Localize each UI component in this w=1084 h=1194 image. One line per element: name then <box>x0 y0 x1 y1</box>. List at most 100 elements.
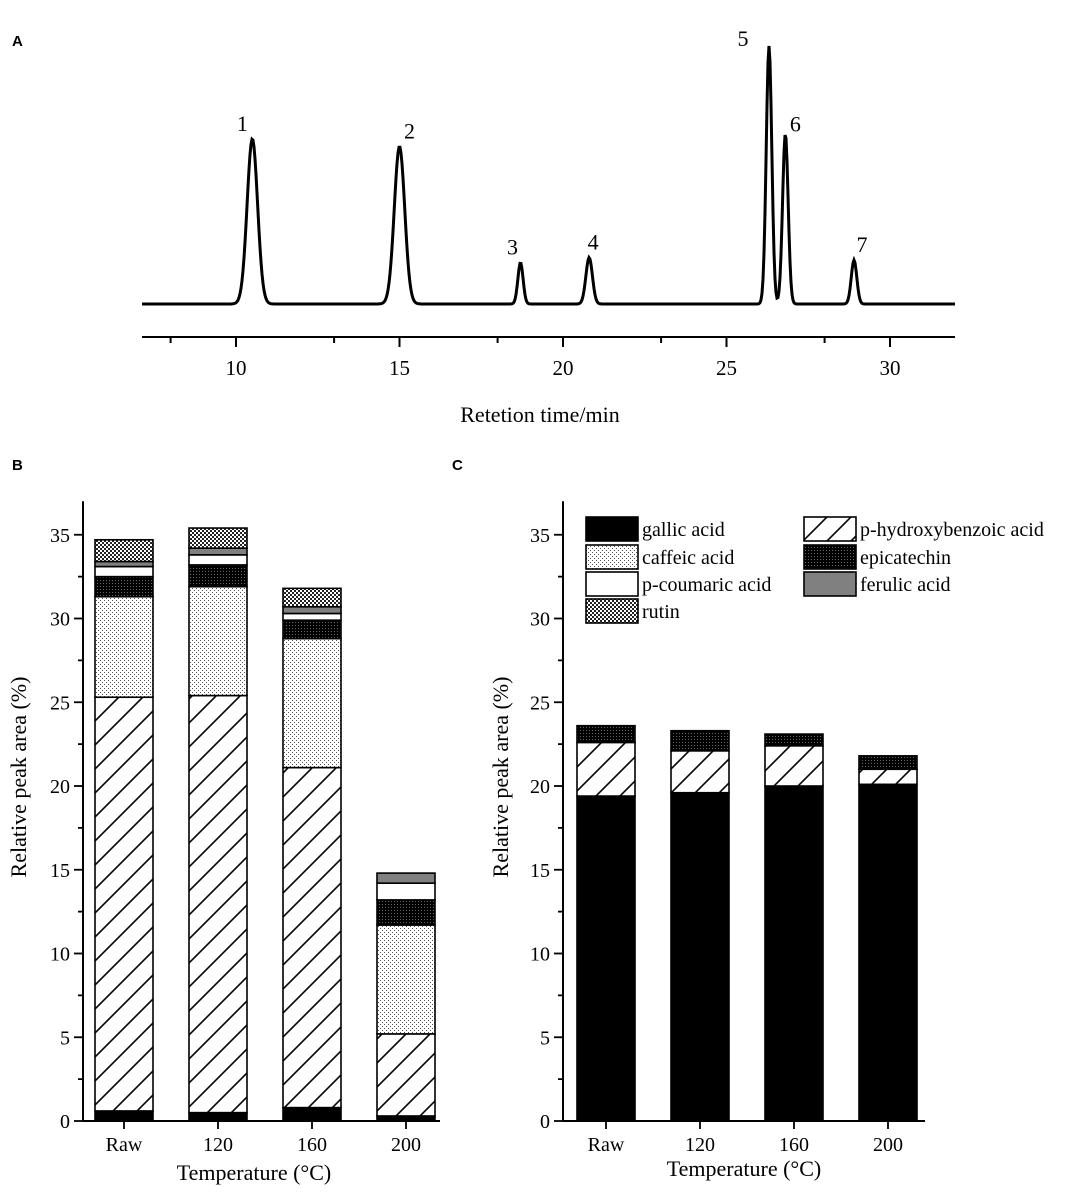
chart-c-x-tick-label: 120 <box>685 1134 715 1156</box>
chart-b-bar-ferulic <box>376 872 436 884</box>
chart-c-bar-hydroxybenzoic <box>576 741 636 797</box>
chart-b-y-tick-label: 35 <box>50 525 70 547</box>
chart-b-y-tick-label: 10 <box>50 944 70 966</box>
chart-b-bar-rutin <box>282 587 342 608</box>
chart-c-y-tick-label: 0 <box>540 1111 550 1133</box>
chart-c-bar-gallic <box>576 795 636 1122</box>
chart-c-y-tick-label: 15 <box>530 860 550 882</box>
chart-b-bar-caffeic <box>282 637 342 769</box>
chart-b-y-tick-label: 20 <box>50 776 70 798</box>
chart-b-bar-coumaric <box>188 554 248 566</box>
chart-b-x-tick-label: Raw <box>106 1134 143 1156</box>
chart-b-bar-rutin <box>188 527 248 549</box>
chart-b-bar-caffeic <box>188 585 248 697</box>
chart-b-bar-gallic <box>188 1111 248 1122</box>
chart-c-bar-epicatechin <box>576 724 636 744</box>
chart-c-bar-gallic <box>670 791 730 1122</box>
chart-c-bar-gallic <box>858 783 918 1122</box>
chart-c-bar-hydroxybenzoic <box>858 768 918 786</box>
peak-label-6: 6 <box>790 112 801 137</box>
chart-b-x-tick-label: 120 <box>203 1134 233 1156</box>
legend-label-caffeic: caffeic acid <box>642 547 734 569</box>
chart-c-y-tick-label: 30 <box>530 609 550 631</box>
panel-letter-b: B <box>12 457 23 474</box>
legend-label-coumaric: p-coumaric acid <box>642 574 771 596</box>
legend-label-epicatechin: epicatechin <box>860 547 951 569</box>
chart-c-y-tick-label: 35 <box>530 525 550 547</box>
chart-b-bar-coumaric <box>282 612 342 621</box>
chart-b-y-tick-label: 0 <box>60 1111 70 1133</box>
chromatogram-trace <box>142 45 955 306</box>
chart-b-bar-epicatechin <box>282 619 342 640</box>
chart-b-bar-caffeic <box>376 924 436 1035</box>
legend-label-hydroxybenzoic: p-hydroxybenzoic acid <box>860 519 1044 541</box>
chart-c-x-tick-label: 200 <box>873 1134 903 1156</box>
chart-b-bar-caffeic <box>94 595 154 699</box>
chart-b-bar-hydroxybenzoic <box>282 766 342 1109</box>
chart-c-bar-epicatechin <box>764 733 824 747</box>
legend-label-rutin: rutin <box>642 601 680 623</box>
chromatogram-panel: 10 15 20 25 30 1 2 3 4 5 6 7 Retetion time/min <box>142 26 955 427</box>
peak-label-3: 3 <box>507 235 518 260</box>
legend-swatch-rutin <box>585 598 639 624</box>
peak-label-1: 1 <box>237 111 248 136</box>
panel-letter-a: A <box>12 33 23 50</box>
chart-c-y-tick-label: 20 <box>530 776 550 798</box>
legend-swatch-hydroxybenzoic <box>803 516 857 542</box>
chart-b-x-tick-label: 200 <box>391 1134 421 1156</box>
chromatogram-x-tick-label: 20 <box>553 356 574 380</box>
chart-c-y-tick-label: 5 <box>540 1027 550 1049</box>
chart-c-x-axis-label: Temperature (°C) <box>667 1156 821 1181</box>
peak-label-5: 5 <box>738 26 749 51</box>
peak-label-7: 7 <box>857 232 868 257</box>
chart-b-bar-ferulic <box>282 605 342 615</box>
chart-c-y-tick-label: 25 <box>530 692 550 714</box>
chart-b-bar-hydroxybenzoic <box>376 1033 436 1117</box>
chart-b-bar-gallic <box>282 1106 342 1122</box>
chart-b-bar-gallic <box>94 1110 154 1122</box>
chart-b-x-tick-label: 160 <box>297 1134 327 1156</box>
chart-b-bar-hydroxybenzoic <box>188 694 248 1114</box>
chart-b-y-tick-label: 25 <box>50 692 70 714</box>
chart-c-bar-epicatechin <box>670 729 730 752</box>
chart-b-bar-coumaric <box>94 565 154 578</box>
chart-c-y-axis-label: Relative peak area (%) <box>488 677 513 878</box>
chart-b-y-tick-label: 30 <box>50 609 70 631</box>
chart-b-bar-ferulic <box>188 547 248 556</box>
chromatogram-x-tick-label: 10 <box>226 356 247 380</box>
panel-letter-c: C <box>452 457 463 474</box>
chart-b-x-axis-label: Temperature (°C) <box>177 1160 331 1185</box>
chart-c-y-tick-label: 10 <box>530 944 550 966</box>
chromatogram-x-axis-label: Retetion time/min <box>460 402 619 427</box>
legend-swatch-epicatechin <box>803 544 857 570</box>
chart-c-x-tick-label: 160 <box>779 1134 809 1156</box>
peak-label-2: 2 <box>404 119 415 144</box>
legend-swatch-gallic <box>585 516 639 542</box>
chart-b-y-tick-label: 5 <box>60 1027 70 1049</box>
chart-c-x-tick-label: Raw <box>588 1134 625 1156</box>
chromatogram-x-tick-label: 15 <box>389 356 410 380</box>
peak-label-4: 4 <box>588 230 599 255</box>
chart-c-bar-hydroxybenzoic <box>670 750 730 794</box>
chart-c-bar-hydroxybenzoic <box>764 744 824 787</box>
chart-b-y-axis-label: Relative peak area (%) <box>6 677 31 878</box>
bar-chart-c: 0 5 10 15 20 25 30 35 Raw 120 160 200 Temperature (… <box>488 501 925 1181</box>
chromatogram-x-tick-label: 30 <box>880 356 901 380</box>
legend-swatch-ferulic <box>803 571 857 597</box>
bar-chart-b: 0 5 10 15 20 25 30 35 Raw 120 160 200 Temperature (… <box>6 501 440 1185</box>
chart-b-bar-coumaric <box>376 882 436 901</box>
chart-b-y-tick-label: 15 <box>50 860 70 882</box>
chart-b-bar-epicatechin <box>376 899 436 926</box>
legend-label-gallic: gallic acid <box>642 519 725 541</box>
chart-b-bar-epicatechin <box>94 575 154 598</box>
chart-b-bar-rutin <box>94 538 154 563</box>
legend: gallic acid p-hydroxybenzoic acid caffeic … <box>585 516 1044 624</box>
chromatogram-x-tick-label: 25 <box>716 356 737 380</box>
chart-b-bar-epicatechin <box>188 564 248 588</box>
legend-swatch-caffeic <box>585 544 639 570</box>
legend-swatch-coumaric <box>585 571 639 597</box>
legend-label-ferulic: ferulic acid <box>860 574 951 596</box>
chart-c-bar-epicatechin <box>858 755 918 771</box>
chart-b-bar-hydroxybenzoic <box>94 696 154 1112</box>
